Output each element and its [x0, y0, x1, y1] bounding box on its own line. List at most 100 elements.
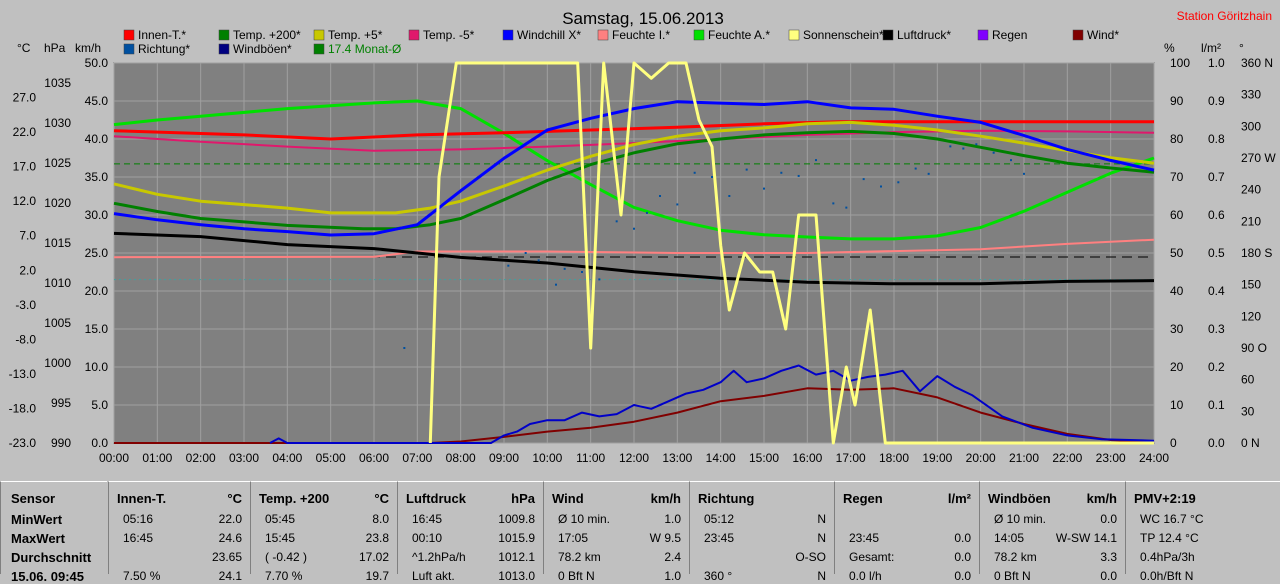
- direction-point: [862, 178, 865, 181]
- stats-panel-title: Windböen: [988, 491, 1051, 506]
- pressure_hpa-tick-label: 1005: [44, 316, 71, 330]
- temp_c-tick-label: 12.0: [13, 194, 37, 208]
- humidity_pct-tick-label: 30: [1170, 322, 1184, 336]
- legend-label: Regen: [992, 28, 1027, 42]
- stats-cell-value: N: [817, 569, 826, 583]
- legend-swatch: [123, 43, 135, 55]
- pressure_hpa-tick-label: 1030: [44, 116, 71, 130]
- stats-cell-value: O-SO: [795, 550, 826, 564]
- stats-cell-value: 1013.0: [498, 569, 535, 583]
- direction-point: [507, 264, 510, 267]
- legend-swatch: [977, 29, 989, 41]
- stats-cell-label: 14:05: [994, 531, 1025, 545]
- time-tick-label: 19:00: [922, 451, 952, 465]
- rain_lm2-tick-label: 0.7: [1208, 170, 1225, 184]
- time-tick-label: 00:00: [99, 451, 129, 465]
- temp_c-tick-label: -18.0: [9, 401, 37, 415]
- stats-cell-label: 15:45: [265, 531, 296, 545]
- stats-panel: Richtung 05:12 N 23:45 N O-SO 360 ° N: [689, 481, 834, 583]
- rain_lm2-tick-label: 0.5: [1208, 246, 1225, 260]
- direction-tick-label: 60: [1241, 373, 1255, 387]
- label-avg: Durchschnitt: [11, 550, 92, 565]
- pressure_hpa-tick-label: 1010: [44, 276, 71, 290]
- direction-point: [555, 283, 557, 286]
- time-tick-label: 04:00: [272, 451, 302, 465]
- stats-cell-value: 23.65: [211, 550, 242, 564]
- stats-cell-value: 24.6: [218, 531, 242, 545]
- time-tick-label: 15:00: [749, 451, 779, 465]
- stats-panel: PMV+2:19 WC 16.7 °C TP 12.4 °C 0.4hPa/3h 0.0…: [1125, 481, 1280, 583]
- legend-label: Feuchte A.*: [708, 28, 770, 42]
- stats-cell-label: 05:45: [265, 512, 296, 526]
- temp_c-tick-label: -13.0: [9, 367, 37, 381]
- stats-cell-label: 78.2 km: [558, 550, 601, 564]
- stats-cell-value: W 9.5: [649, 531, 681, 545]
- wind_kmh-tick-label: 40.0: [85, 132, 109, 146]
- series-line-feuchte-a: [113, 99, 1155, 241]
- legend-swatch: [502, 29, 514, 41]
- stats-panel-title: Innen-T.: [117, 491, 167, 506]
- stats-panel: Temp. +200 °C 05:45 8.0 15:45 23.8 ( -0.42 ) 17…: [250, 481, 397, 583]
- time-tick-label: 12:00: [619, 451, 649, 465]
- direction-tick-label: 360 N: [1241, 56, 1273, 70]
- humidity_pct-tick-label: 70: [1170, 170, 1184, 184]
- humidity_pct-tick-label: 90: [1170, 94, 1184, 108]
- legend-label: Wind*: [1087, 28, 1119, 42]
- stats-cell-label: 00:10: [412, 531, 443, 545]
- direction-point: [711, 176, 713, 178]
- series-line-temp-200: [113, 129, 1155, 231]
- direction-point: [797, 174, 800, 177]
- direction-tick-label: 120: [1241, 309, 1261, 323]
- time-tick-label: 01:00: [142, 451, 172, 465]
- stats-cell-label: 17:05: [558, 531, 589, 545]
- wind_kmh-tick-label: 5.0: [91, 398, 108, 412]
- wind_kmh-tick-label: 0.0: [91, 436, 108, 450]
- direction-point: [659, 195, 661, 197]
- stats-panel-unit: l/m²: [947, 491, 971, 506]
- stats-cell-label: 360 °: [704, 569, 733, 583]
- stats-cell-value: N: [817, 512, 826, 526]
- wind_kmh-tick-label: 50.0: [85, 56, 109, 70]
- humidity_pct-tick-label: 60: [1170, 208, 1184, 222]
- label-sensor: Sensor: [11, 491, 56, 506]
- rain_lm2-tick-label: 1.0: [1208, 56, 1225, 70]
- stats-panel-title: PMV+2:19: [1134, 491, 1196, 506]
- humidity_pct-tick-label: 50: [1170, 246, 1184, 260]
- stats-cell-value: 0.0: [954, 569, 971, 583]
- stats-cell-value: 1.0: [664, 512, 681, 526]
- direction-point: [646, 211, 648, 214]
- direction-point: [676, 203, 679, 206]
- rain_lm2-tick-label: 0.4: [1208, 284, 1225, 298]
- unit-percent: %: [1164, 41, 1175, 55]
- chart-title: Samstag, 15.06.2013: [562, 9, 724, 28]
- time-tick-label: 13:00: [662, 451, 692, 465]
- direction-point: [693, 171, 696, 174]
- pressure_hpa-tick-label: 990: [51, 436, 71, 450]
- direction-point: [403, 347, 406, 349]
- direction-point: [962, 147, 965, 150]
- legend-swatch: [218, 43, 230, 55]
- legend-label: Sonnenschein*: [803, 28, 884, 42]
- direction-point: [780, 171, 783, 174]
- stats-panel-unit: °C: [374, 491, 389, 506]
- pressure_hpa-tick-label: 1025: [44, 156, 71, 170]
- stats-panel-title: Luftdruck: [406, 491, 466, 506]
- stats-cell-value: 1012.1: [498, 550, 535, 564]
- stats-cell-label: Ø 10 min.: [558, 512, 611, 526]
- stats-panel: Windböen km/h Ø 10 min. 0.0 14:05 W-SW 14.1 78…: [979, 481, 1125, 583]
- time-tick-label: 06:00: [359, 451, 389, 465]
- stats-panel-unit: km/h: [650, 491, 681, 506]
- stats-cell-value: 1015.9: [498, 531, 535, 545]
- label-current: 15.06. 09:45: [11, 569, 85, 584]
- direction-point: [927, 172, 930, 175]
- stats-cell-label: ^1.2hPa/h: [412, 550, 466, 564]
- stats-cell-label: 23:45: [849, 531, 880, 545]
- station-name: Station Göritzhain: [1177, 9, 1272, 23]
- direction-tick-label: 180 S: [1241, 246, 1272, 260]
- legend-swatch: [788, 29, 800, 41]
- pressure_hpa-tick-label: 995: [51, 396, 71, 410]
- direction-point: [845, 206, 848, 209]
- stats-cell-value: 2.4: [664, 550, 681, 564]
- stats-cell-label: 0.0h/Bft N: [1140, 569, 1194, 583]
- weather-chart: Samstag, 15.06.2013 Station Göritzhain °…: [8, 9, 1277, 465]
